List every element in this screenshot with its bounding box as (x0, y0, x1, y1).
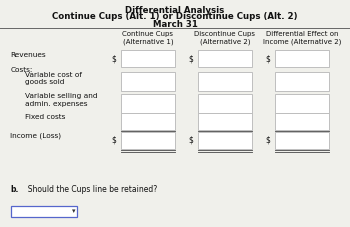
Bar (275, 132, 329, 149)
Text: $: $ (111, 136, 116, 145)
Text: Income (Loss): Income (Loss) (10, 133, 62, 139)
Text: Discontinue Cups
(Alternative 2): Discontinue Cups (Alternative 2) (194, 31, 256, 45)
Bar (275, 94, 329, 113)
Text: Fixed costs: Fixed costs (25, 114, 65, 120)
Bar (121, 113, 175, 130)
Text: Variable selling and
admin. expenses: Variable selling and admin. expenses (25, 93, 97, 106)
Text: $: $ (265, 54, 270, 63)
Bar (198, 132, 252, 149)
Text: Revenues: Revenues (10, 52, 46, 58)
Bar (275, 113, 329, 130)
Bar (121, 72, 175, 91)
Text: $: $ (188, 54, 193, 63)
Bar (198, 113, 252, 130)
Text: $: $ (265, 136, 270, 145)
Bar (121, 50, 175, 67)
Text: Continue Cups (Alt. 1) or Discontinue Cups (Alt. 2): Continue Cups (Alt. 1) or Discontinue Cu… (52, 12, 298, 22)
Bar (275, 72, 329, 91)
Text: $: $ (111, 54, 116, 63)
Text: ▾: ▾ (72, 208, 75, 214)
Bar (198, 72, 252, 91)
Bar (121, 94, 175, 113)
Bar (10, 206, 77, 217)
Bar (198, 50, 252, 67)
Text: Differential Effect on
Income (Alternative 2): Differential Effect on Income (Alternati… (263, 31, 341, 45)
Bar (198, 94, 252, 113)
Text: Should the Cups line be retained?: Should the Cups line be retained? (23, 185, 157, 194)
Text: March 31: March 31 (153, 20, 197, 29)
Bar (275, 50, 329, 67)
Bar (121, 132, 175, 149)
Text: Continue Cups
(Alternative 1): Continue Cups (Alternative 1) (122, 31, 173, 45)
Text: Variable cost of
goods sold: Variable cost of goods sold (25, 72, 82, 85)
Text: $: $ (188, 136, 193, 145)
Text: Costs:: Costs: (10, 67, 33, 73)
Text: Differential Analysis: Differential Analysis (125, 6, 225, 15)
Text: b.: b. (10, 185, 19, 194)
